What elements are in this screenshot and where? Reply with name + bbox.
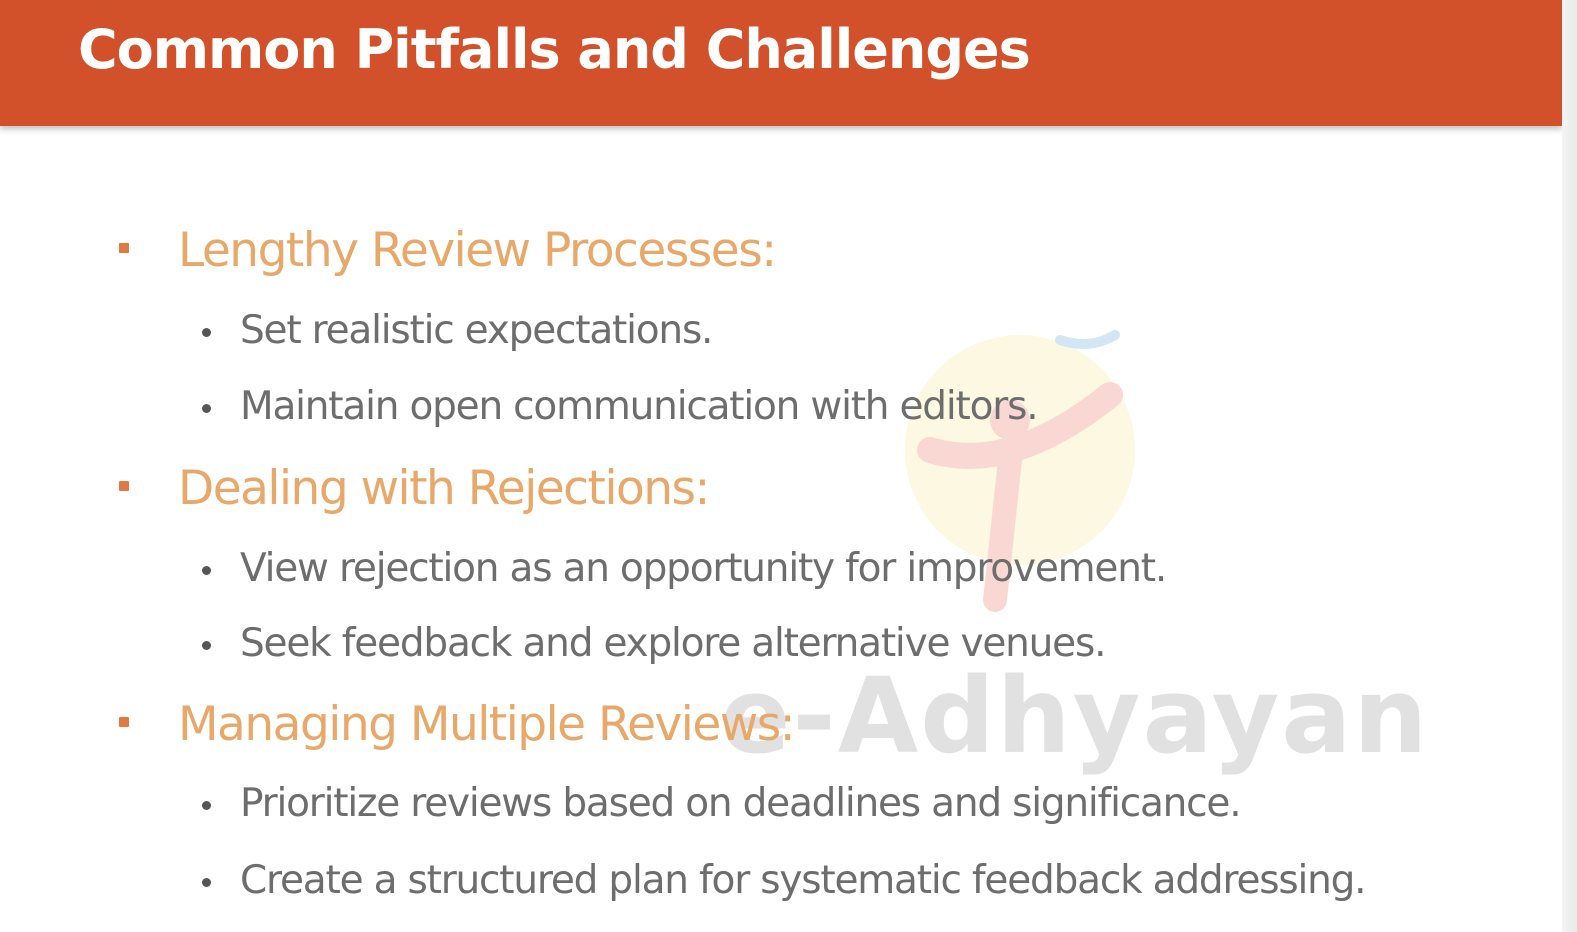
- sub-bullet: [202, 328, 211, 337]
- section-bullet: [119, 481, 129, 491]
- sub-bullet: [202, 566, 211, 575]
- title-bar: Common Pitfalls and Challenges: [0, 0, 1562, 126]
- watermark-logo-icon: [905, 330, 1135, 612]
- list-item: Prioritize reviews based on deadlines an…: [240, 781, 1242, 826]
- section-heading: Lengthy Review Processes:: [178, 223, 777, 278]
- sub-bullet: [202, 801, 211, 810]
- sub-bullet: [202, 878, 211, 887]
- slide-edge: [1562, 0, 1577, 932]
- sub-bullet: [202, 404, 211, 413]
- list-item: View rejection as an opportunity for imp…: [240, 546, 1167, 591]
- sub-bullet: [202, 641, 211, 650]
- slide-title: Common Pitfalls and Challenges: [78, 18, 1031, 81]
- watermark-text: e-Adhyayan: [720, 655, 1430, 777]
- section-heading: Managing Multiple Reviews:: [178, 697, 796, 752]
- list-item: Set realistic expectations.: [240, 308, 713, 353]
- section-heading: Dealing with Rejections:: [178, 461, 710, 516]
- list-item: Create a structured plan for systematic …: [240, 858, 1367, 903]
- list-item: Maintain open communication with editors…: [240, 384, 1039, 429]
- section-bullet: [119, 717, 129, 727]
- section-bullet: [119, 243, 129, 253]
- list-item: Seek feedback and explore alternative ve…: [240, 621, 1106, 666]
